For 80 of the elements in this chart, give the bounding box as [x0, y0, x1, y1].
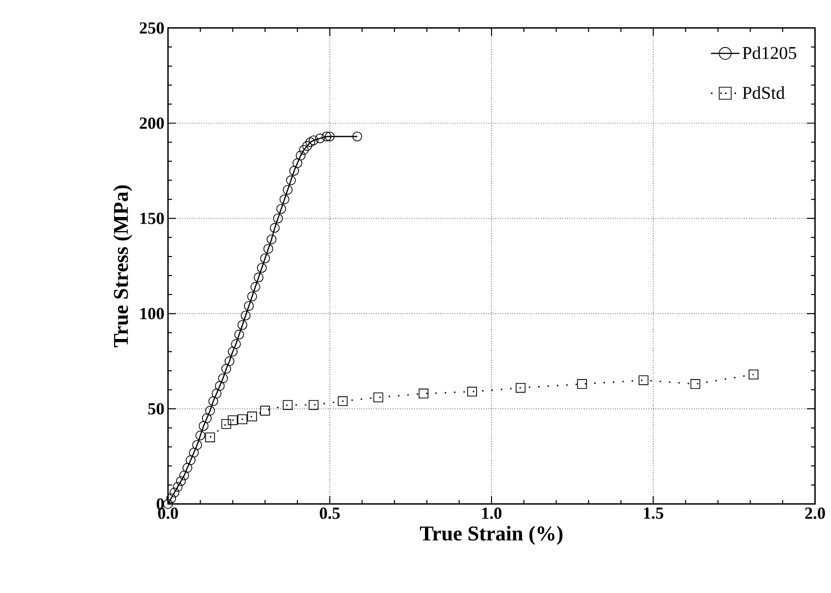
- point: [182, 462, 192, 473]
- point: [202, 413, 212, 424]
- point: [338, 396, 348, 406]
- point: [282, 400, 293, 410]
- point: [198, 421, 208, 431]
- point: [282, 184, 293, 195]
- point: [305, 137, 316, 148]
- point: [577, 379, 587, 389]
- point: [166, 493, 176, 504]
- legend-label: Pd1205: [742, 46, 796, 60]
- point: [221, 419, 232, 429]
- y-tick-label: 200: [140, 117, 164, 129]
- legend-label: PdStd: [742, 86, 785, 99]
- point: [256, 263, 267, 273]
- point: [234, 330, 244, 340]
- x-axis-title: True Strain (%): [420, 526, 562, 545]
- point: [260, 406, 270, 416]
- point: [195, 430, 206, 440]
- point: [244, 301, 254, 311]
- point: [231, 339, 241, 349]
- point: [192, 440, 202, 450]
- point: [308, 400, 318, 410]
- x-tick-label: 1.0: [482, 508, 502, 519]
- point: [205, 406, 215, 416]
- y-tick-label: 100: [140, 308, 164, 320]
- point: [690, 379, 700, 389]
- point: [250, 282, 260, 292]
- x-tick-label: 1.5: [644, 508, 664, 519]
- point: [238, 320, 248, 330]
- y-axis-title: True Stress (MPa): [113, 185, 132, 348]
- point: [205, 432, 215, 442]
- point: [296, 150, 306, 160]
- point: [748, 370, 758, 380]
- point: [189, 448, 199, 458]
- point: [247, 292, 258, 302]
- y-tick-label: 250: [140, 22, 164, 34]
- point: [176, 476, 186, 486]
- point: [254, 272, 264, 282]
- point: [247, 412, 258, 422]
- point: [308, 135, 318, 146]
- point: [263, 244, 274, 254]
- point: [276, 204, 286, 214]
- point: [292, 158, 302, 168]
- y-tick-label: 150: [140, 212, 164, 224]
- point: [172, 482, 183, 492]
- x-tick-label: 0.5: [320, 508, 340, 519]
- point: [228, 346, 238, 357]
- point: [516, 382, 526, 393]
- point: [214, 381, 225, 391]
- point: [289, 166, 300, 176]
- y-tick-label: 50: [148, 403, 164, 415]
- point: [186, 455, 196, 466]
- point: [286, 175, 296, 186]
- x-tick-label: 0.0: [158, 508, 178, 519]
- point: [218, 373, 228, 384]
- point: [302, 141, 312, 151]
- point: [298, 144, 309, 155]
- point: [324, 132, 335, 142]
- point: [212, 388, 222, 398]
- point: [273, 214, 283, 224]
- point: [322, 132, 332, 142]
- point: [179, 470, 190, 480]
- x-tick-label: 2.0: [805, 508, 825, 519]
- point: [467, 386, 477, 397]
- point: [260, 253, 270, 264]
- point: [208, 396, 218, 406]
- point: [638, 375, 648, 386]
- point: [373, 392, 384, 402]
- point: [315, 134, 325, 144]
- point: [266, 234, 276, 244]
- point: [238, 414, 248, 424]
- point: [270, 223, 280, 233]
- point: [418, 388, 428, 398]
- point: [240, 310, 251, 320]
- point: [228, 415, 238, 426]
- point: [352, 132, 362, 142]
- point: [221, 364, 232, 374]
- point: [280, 194, 290, 204]
- point: [224, 356, 234, 366]
- point: [170, 488, 180, 498]
